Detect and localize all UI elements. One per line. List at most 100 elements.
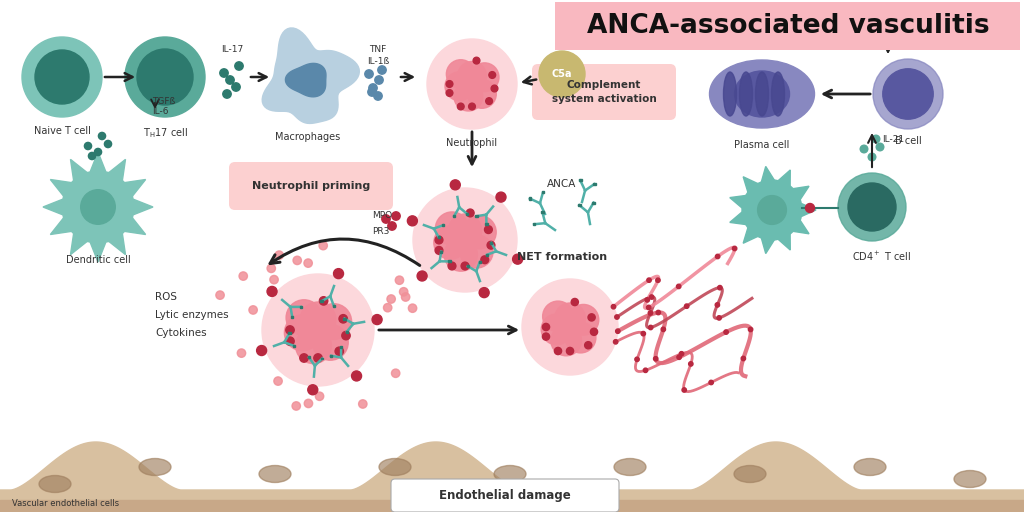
Circle shape	[742, 180, 802, 240]
Circle shape	[435, 246, 443, 254]
Circle shape	[342, 331, 350, 340]
Bar	[490, 242, 493, 244]
Circle shape	[566, 348, 573, 355]
Circle shape	[22, 37, 102, 117]
Circle shape	[677, 355, 681, 359]
Circle shape	[409, 304, 417, 312]
FancyBboxPatch shape	[391, 479, 618, 512]
Polygon shape	[794, 186, 809, 200]
Circle shape	[656, 310, 660, 315]
Ellipse shape	[734, 465, 766, 482]
Circle shape	[496, 192, 506, 202]
Text: MPO: MPO	[372, 211, 392, 221]
Circle shape	[724, 330, 728, 334]
Ellipse shape	[739, 72, 753, 116]
Polygon shape	[43, 199, 62, 215]
Circle shape	[741, 356, 745, 360]
Bar	[321, 357, 324, 359]
Polygon shape	[801, 203, 816, 217]
Circle shape	[649, 295, 654, 299]
Circle shape	[62, 171, 134, 243]
Polygon shape	[778, 170, 791, 186]
Text: ROS: ROS	[155, 292, 177, 302]
Circle shape	[435, 236, 443, 244]
Circle shape	[635, 357, 639, 361]
Circle shape	[267, 286, 278, 296]
Text: Cytokines: Cytokines	[155, 328, 207, 338]
Circle shape	[286, 337, 294, 346]
Circle shape	[445, 72, 474, 101]
Circle shape	[513, 254, 522, 264]
Polygon shape	[125, 218, 145, 234]
Bar	[288, 332, 291, 334]
Text: PR3: PR3	[372, 227, 389, 237]
Circle shape	[568, 305, 599, 335]
Circle shape	[466, 209, 474, 217]
Bar	[343, 317, 346, 319]
Circle shape	[391, 369, 399, 377]
Circle shape	[591, 328, 598, 335]
Text: IL-21: IL-21	[882, 136, 904, 144]
Circle shape	[468, 79, 497, 109]
Text: C5a: C5a	[552, 69, 572, 79]
Circle shape	[461, 262, 469, 270]
Bar	[449, 261, 451, 262]
Polygon shape	[90, 152, 105, 172]
Circle shape	[319, 242, 328, 250]
Circle shape	[884, 16, 891, 24]
Text: Vascular endothelial cells: Vascular endothelial cells	[12, 499, 119, 508]
Ellipse shape	[379, 459, 411, 476]
Circle shape	[543, 333, 550, 340]
Bar	[340, 346, 342, 348]
Circle shape	[434, 226, 467, 259]
Circle shape	[648, 311, 652, 315]
Bar	[330, 355, 332, 357]
Circle shape	[647, 278, 651, 283]
Polygon shape	[286, 63, 326, 97]
Circle shape	[335, 347, 343, 355]
Circle shape	[873, 34, 881, 42]
Bar	[485, 223, 487, 225]
Bar	[478, 261, 481, 263]
Text: Naive T cell: Naive T cell	[34, 126, 90, 136]
Circle shape	[677, 284, 681, 289]
Circle shape	[709, 380, 714, 385]
Bar	[346, 331, 348, 333]
Circle shape	[565, 322, 596, 353]
Circle shape	[543, 324, 550, 331]
Circle shape	[860, 145, 867, 153]
Polygon shape	[730, 212, 745, 225]
Circle shape	[717, 316, 721, 320]
Polygon shape	[743, 177, 758, 192]
Circle shape	[216, 291, 224, 300]
Circle shape	[458, 103, 464, 110]
Ellipse shape	[614, 459, 646, 476]
Circle shape	[339, 314, 347, 323]
Circle shape	[286, 300, 322, 335]
Bar	[437, 236, 440, 238]
Circle shape	[296, 328, 332, 364]
Circle shape	[614, 315, 620, 319]
Bar	[579, 204, 581, 206]
Bar	[308, 356, 310, 358]
FancyBboxPatch shape	[532, 64, 676, 120]
Circle shape	[662, 327, 666, 332]
Circle shape	[458, 61, 486, 90]
Circle shape	[286, 326, 294, 334]
Polygon shape	[133, 199, 153, 215]
Ellipse shape	[756, 72, 768, 116]
Polygon shape	[762, 166, 774, 182]
Polygon shape	[262, 28, 359, 123]
Circle shape	[125, 37, 205, 117]
Circle shape	[838, 173, 906, 241]
Text: CD4$^+$ T cell: CD4$^+$ T cell	[852, 250, 911, 263]
Bar	[592, 202, 595, 204]
Polygon shape	[109, 159, 126, 181]
Polygon shape	[762, 238, 774, 253]
Circle shape	[716, 254, 720, 259]
Polygon shape	[90, 242, 105, 262]
FancyBboxPatch shape	[555, 2, 1020, 50]
Circle shape	[234, 62, 243, 70]
Circle shape	[395, 276, 403, 284]
Ellipse shape	[259, 465, 291, 482]
